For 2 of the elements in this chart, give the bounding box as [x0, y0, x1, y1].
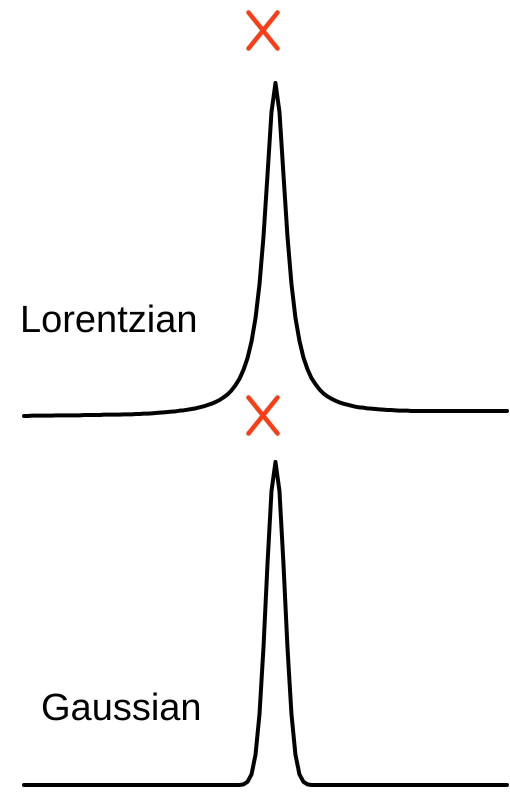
series-label: Gaussian [41, 687, 202, 729]
series-label: Lorentzian [20, 299, 198, 341]
